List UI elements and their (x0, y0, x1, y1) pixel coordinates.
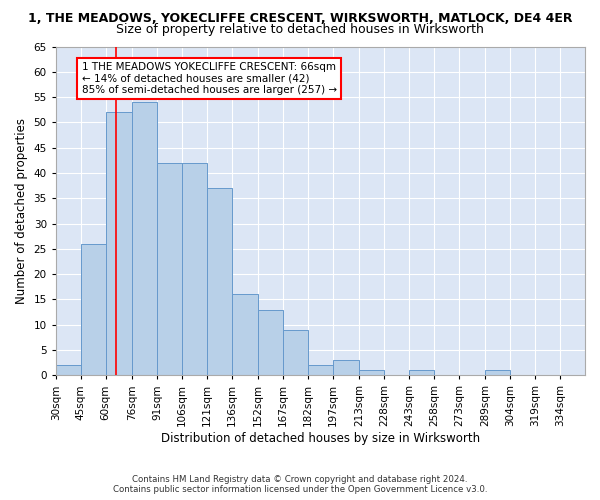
Bar (157, 163, 182, 376)
Text: Size of property relative to detached houses in Wirksworth: Size of property relative to detached ho… (116, 22, 484, 36)
Bar (182, 163, 207, 376)
Bar (283, 330, 308, 376)
Bar (333, 360, 359, 376)
Text: Contains HM Land Registry data © Crown copyright and database right 2024.
Contai: Contains HM Land Registry data © Crown c… (113, 474, 487, 494)
Y-axis label: Number of detached properties: Number of detached properties (15, 118, 28, 304)
Bar (359, 370, 384, 376)
Bar (132, 102, 157, 376)
Text: 1 THE MEADOWS YOKECLIFFE CRESCENT: 66sqm
← 14% of detached houses are smaller (4: 1 THE MEADOWS YOKECLIFFE CRESCENT: 66sqm… (82, 62, 337, 95)
Bar (232, 294, 258, 376)
Bar (207, 188, 232, 376)
Bar (485, 370, 511, 376)
Bar (81, 244, 106, 376)
Bar (409, 370, 434, 376)
X-axis label: Distribution of detached houses by size in Wirksworth: Distribution of detached houses by size … (161, 432, 480, 445)
Bar (106, 112, 132, 376)
Bar (56, 365, 81, 376)
Bar (308, 365, 333, 376)
Bar (258, 310, 283, 376)
Text: 1, THE MEADOWS, YOKECLIFFE CRESCENT, WIRKSWORTH, MATLOCK, DE4 4ER: 1, THE MEADOWS, YOKECLIFFE CRESCENT, WIR… (28, 12, 572, 26)
